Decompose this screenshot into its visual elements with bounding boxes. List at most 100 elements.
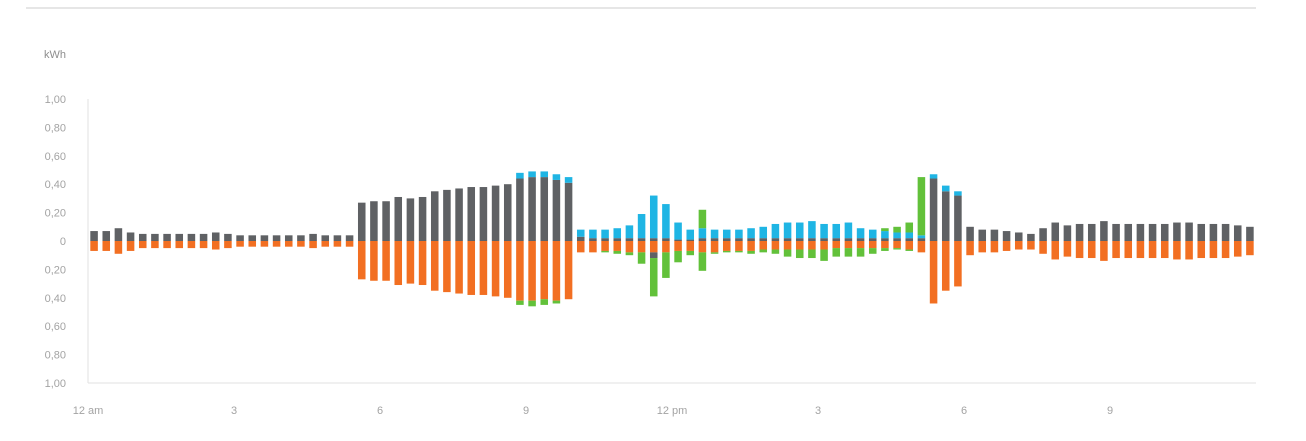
bar-segment-green <box>893 226 901 233</box>
y-tick-label: 0,80 <box>45 350 66 362</box>
bar-segment-blue <box>868 229 877 239</box>
bar-segment-grey <box>1002 231 1011 241</box>
bar-segment-orange <box>905 241 914 250</box>
bar-segment-grey <box>868 238 877 241</box>
bar-segment-blue <box>820 223 828 239</box>
y-tick-label: 0,20 <box>45 208 66 220</box>
bar-segment-orange <box>722 241 731 251</box>
bar-segment-orange <box>978 241 987 253</box>
bar-segment-orange <box>443 241 451 293</box>
bar-segment-grey <box>844 238 853 241</box>
bar-segment-grey <box>941 191 950 241</box>
bar-segment-grey <box>856 238 865 241</box>
bar-segment-blue <box>552 174 561 180</box>
bar-segment-grey <box>151 233 159 241</box>
bar-segment-orange <box>929 241 938 304</box>
x-axis-ticks: 12 am 3 6 9 12 pm 3 6 9 <box>73 405 1113 417</box>
bar-segment-grey <box>90 231 98 241</box>
bar-segment-green <box>613 250 622 254</box>
bar-segment-green <box>516 300 524 305</box>
bar-segment-grey <box>394 196 403 241</box>
bar-segment-orange <box>491 241 500 297</box>
bar-segment-grey <box>820 238 828 241</box>
bar-segment-grey <box>357 202 366 241</box>
y-tick-label: 0,60 <box>45 321 66 333</box>
y-tick-label: 0 <box>60 236 66 248</box>
bar-segment-grey <box>345 235 354 241</box>
y-tick-label: 1,00 <box>45 378 66 390</box>
bar-segment-orange <box>394 241 403 286</box>
bar-segment-orange <box>455 241 463 294</box>
bar-segment-orange <box>382 241 390 281</box>
bar-segment-grey <box>491 185 500 241</box>
bar-segment-grey <box>467 187 476 241</box>
bar-segment-orange <box>503 241 512 298</box>
x-tick-label: 12 pm <box>657 405 688 417</box>
bar-segment-green <box>686 250 695 256</box>
bar-segment-orange <box>406 241 415 284</box>
bar-segment-grey <box>1221 223 1230 241</box>
bar-segment-orange <box>1148 241 1157 259</box>
bar-segment-grey <box>516 178 524 241</box>
bar-segment-orange <box>710 241 719 253</box>
bar-segment-orange <box>309 241 317 249</box>
bar-segment-orange <box>771 241 780 250</box>
bar-segment-grey <box>321 235 330 241</box>
bar-segment-orange <box>564 241 573 300</box>
bar-segment-orange <box>418 241 427 286</box>
bar-segment-green <box>795 249 804 259</box>
bar-segment-orange <box>613 241 622 251</box>
bar-segment-grey <box>747 238 755 241</box>
bar-segment-orange <box>576 241 585 253</box>
bar-segment-grey <box>881 238 889 241</box>
bar-segment-orange <box>175 241 184 249</box>
bar-segment-grey <box>175 233 184 241</box>
bar-segment-orange <box>430 241 439 291</box>
y-tick-label: 0,20 <box>45 264 66 276</box>
bar-segment-blue <box>564 177 573 183</box>
bar-segment-blue <box>589 229 597 239</box>
bar-segment-grey <box>552 179 561 241</box>
bar-segment-orange <box>917 241 926 253</box>
bar-segment-orange <box>467 241 476 295</box>
bar-segment-orange <box>187 241 196 249</box>
bar-segment-grey <box>443 189 451 241</box>
y-tick-label: 0,40 <box>45 293 66 305</box>
x-tick-label: 3 <box>231 405 237 417</box>
bar-segment-blue <box>686 229 695 240</box>
bar-segment-green <box>905 249 914 251</box>
bar-segment-grey <box>455 188 463 241</box>
bar-segment-grey <box>430 191 439 241</box>
x-tick-label: 9 <box>523 405 529 417</box>
bar-segment-orange <box>114 241 123 254</box>
bar-segment-grey <box>649 252 658 259</box>
bar-segment-orange <box>589 241 597 253</box>
bar-segment-orange <box>1197 241 1206 259</box>
bar-segment-grey <box>1148 223 1157 241</box>
bar-segment-grey <box>1136 223 1145 241</box>
bar-segment-orange <box>1112 241 1120 259</box>
x-tick-label: 9 <box>1107 405 1113 417</box>
bar-segment-blue <box>637 214 646 239</box>
bar-segment-blue <box>528 171 536 178</box>
bar-segment-grey <box>966 226 974 241</box>
bar-segment-blue <box>674 222 682 240</box>
bar-segment-orange <box>1051 241 1060 260</box>
bar-segment-grey <box>528 177 536 241</box>
bar-segment-green <box>698 209 707 229</box>
bar-segment-blue <box>722 229 731 239</box>
bar-segment-grey <box>808 238 816 241</box>
bar-segment-orange <box>820 241 828 250</box>
bar-segment-orange <box>686 241 695 251</box>
bar-segment-grey <box>637 238 646 241</box>
bar-segment-orange <box>151 241 159 249</box>
bar-segment-grey <box>978 229 987 241</box>
bar-segment-orange <box>868 241 877 249</box>
bar-segment-blue <box>540 171 549 178</box>
bar-segment-blue <box>832 223 841 239</box>
bar-segment-grey <box>1246 226 1254 241</box>
bar-segment-grey <box>126 232 135 241</box>
bar-segment-blue <box>856 228 865 239</box>
bar-segment-grey <box>795 238 804 241</box>
bar-segment-green <box>662 252 670 278</box>
